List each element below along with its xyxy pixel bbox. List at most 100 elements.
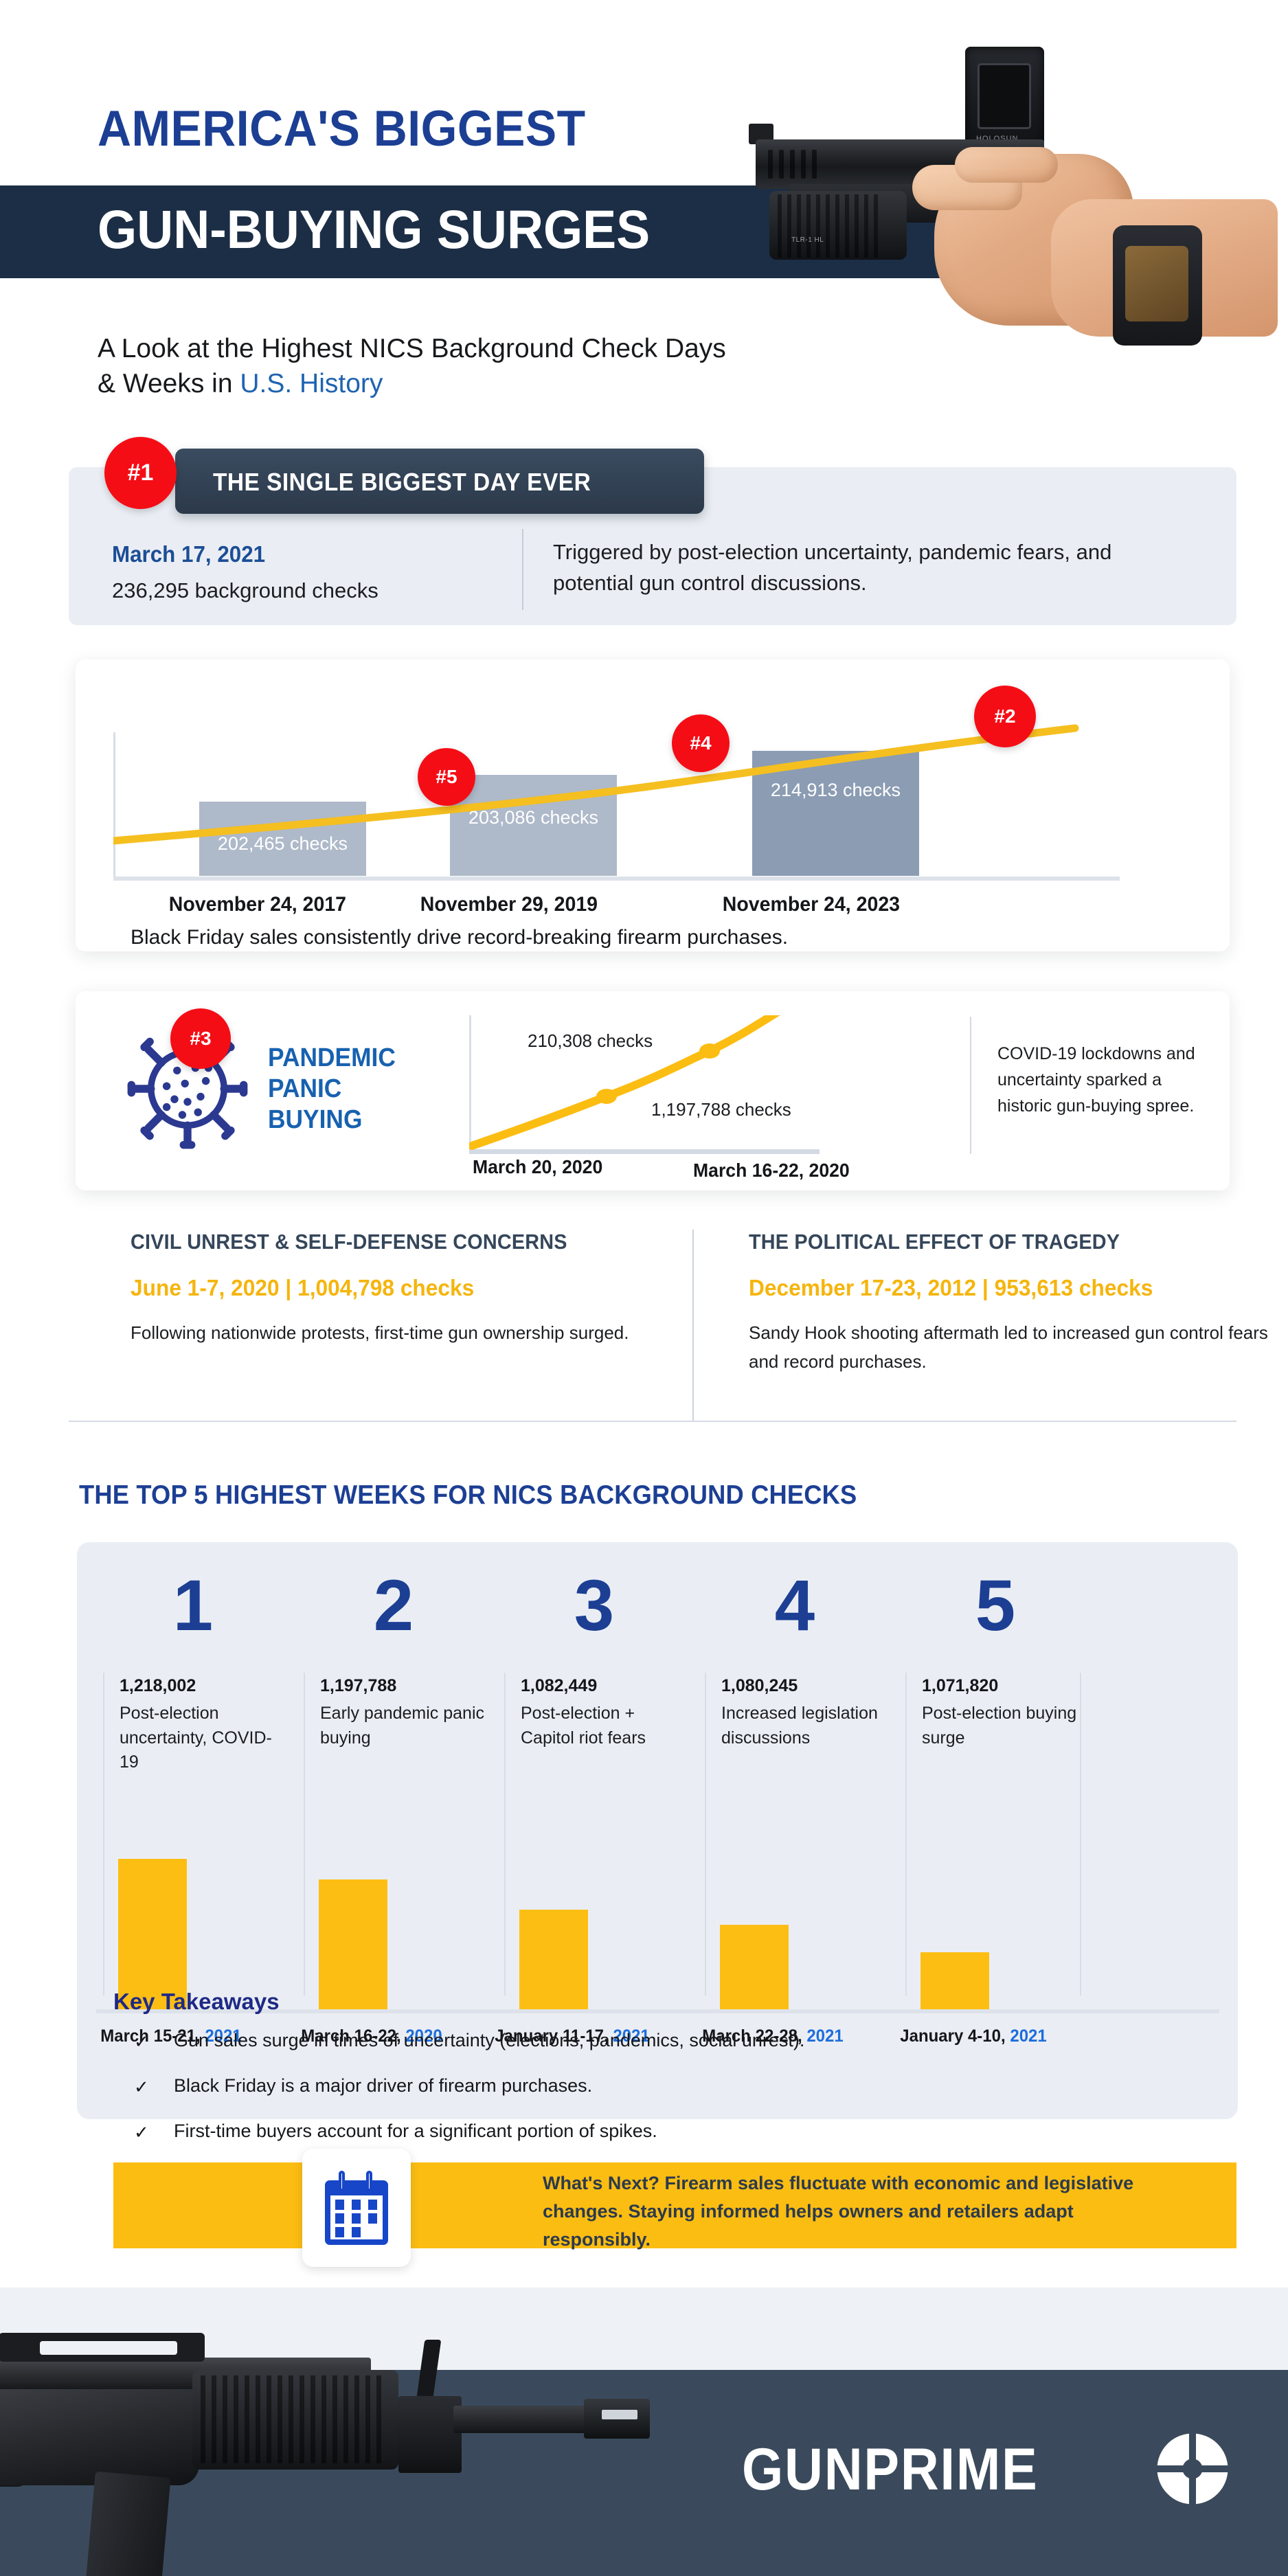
top5-number-1: 1,218,002 bbox=[120, 1676, 196, 1695]
civil-unrest-highlight: June 1-7, 2020 | 1,004,798 checks bbox=[131, 1275, 475, 1300]
top5-title: THE TOP 5 HIGHEST WEEKS FOR NICS BACKGRO… bbox=[79, 1480, 857, 1510]
top5-column-2: 2 1,197,788 Early pandemic panic buying bbox=[278, 1542, 510, 2023]
top5-number-5: 1,071,820 bbox=[922, 1676, 999, 1695]
optic-icon: HOLOSUN bbox=[965, 47, 1044, 150]
top5-panel bbox=[77, 1542, 1238, 2119]
top5-rank-5: 5 bbox=[975, 1566, 1016, 1646]
divider bbox=[304, 1673, 305, 1996]
top5-date-5: January 4-10, 2021 bbox=[862, 2026, 1085, 2046]
two-column-section: CIVIL UNREST & SELF-DEFENSE CONCERNS Jun… bbox=[69, 1230, 1268, 1443]
pandemic-description: COVID-19 lockdowns and uncertainty spark… bbox=[997, 1044, 1195, 1116]
top5-rank-4: 4 bbox=[774, 1566, 815, 1646]
check-icon: ✓ bbox=[134, 2031, 149, 2052]
top5-x-labels: March 15-21, 2021 March 16-22, 2020 Janu… bbox=[77, 2026, 1238, 2054]
date-text: March 15-21, bbox=[100, 2026, 205, 2046]
list-item: ✓ Gun sales surge in times of uncertaint… bbox=[134, 2030, 1164, 2075]
pandemic-title: PANDEMIC PANIC BUYING bbox=[268, 1043, 434, 1135]
top5-number-2: 1,197,788 bbox=[320, 1676, 397, 1695]
date-text: January 4-10, bbox=[900, 2026, 1010, 2046]
date-year: 2021 bbox=[806, 2026, 844, 2046]
light-brand-label: TLR-1 HL bbox=[791, 236, 824, 244]
top5-date-3: January 11-17, 2021 bbox=[461, 2026, 683, 2046]
x-axis bbox=[469, 1149, 820, 1154]
list-item: ✓ Black Friday is a major driver of fire… bbox=[134, 2075, 1164, 2121]
pandemic-point2-value: 1,197,788 checks bbox=[651, 1099, 791, 1120]
rifle-handguard bbox=[192, 2370, 398, 2470]
handguard-ribs bbox=[201, 2375, 390, 2463]
sight-base-block bbox=[398, 2396, 462, 2473]
date-year: 2021 bbox=[205, 2026, 242, 2046]
pandemic-line bbox=[469, 1015, 780, 1150]
watch-face bbox=[1125, 246, 1188, 321]
top5-bar-3 bbox=[519, 1910, 588, 2011]
bar-2: 214,913 checks bbox=[752, 751, 919, 876]
weapon-light-rings bbox=[778, 194, 881, 258]
rifle-carry-handle bbox=[0, 2333, 205, 2362]
trend-line bbox=[113, 724, 1079, 845]
calendar-icon bbox=[325, 2171, 388, 2245]
bar-1-value: 203,086 checks bbox=[468, 807, 599, 828]
rank-badge-1: #1 bbox=[104, 437, 177, 509]
divider bbox=[504, 1673, 506, 1996]
check-icon: ✓ bbox=[134, 2077, 149, 2097]
rifle-lower-receiver bbox=[0, 2389, 199, 2485]
top5-reason-5: Post-election buying surge bbox=[922, 1704, 1077, 1748]
bar-0-value: 202,465 checks bbox=[217, 833, 348, 854]
divider bbox=[970, 1017, 971, 1154]
calendar-ring-right bbox=[366, 2171, 372, 2189]
top5-rank-1: 1 bbox=[172, 1566, 214, 1646]
black-friday-x-labels: November 24, 2017 November 29, 2019 Nove… bbox=[113, 893, 1120, 920]
top5-rank-2: 2 bbox=[373, 1566, 414, 1646]
top5-reason-1: Post-election uncertainty, COVID-19 bbox=[120, 1704, 272, 1772]
bar-2-label: November 24, 2023 bbox=[722, 893, 901, 916]
top5-reason-4: Increased legislation discussions bbox=[721, 1704, 878, 1748]
index-finger bbox=[955, 147, 1058, 183]
black-friday-note: Black Friday sales consistently drive re… bbox=[131, 926, 789, 949]
pandemic-card bbox=[76, 991, 1230, 1190]
political-effect-heading: THE POLITICAL EFFECT OF TRAGEDY bbox=[749, 1230, 1120, 1254]
carry-handle-cutout bbox=[40, 2341, 177, 2355]
optic-lens bbox=[978, 63, 1031, 129]
biggest-day-heading: THE SINGLE BIGGEST DAY EVER bbox=[213, 468, 591, 496]
subtitle-link[interactable]: U.S. History bbox=[240, 369, 383, 399]
bar-2-value: 214,913 checks bbox=[770, 780, 901, 800]
pandemic-title-line2: PANIC BUYING bbox=[268, 1074, 363, 1134]
pandemic-point2-label: March 16-22, 2020 bbox=[692, 1160, 850, 1181]
top5-date-4: March 22-28, 2021 bbox=[662, 2026, 884, 2046]
political-effect-highlight: December 17-23, 2012 | 953,613 checks bbox=[749, 1275, 1153, 1300]
calendar-ring-left bbox=[339, 2171, 345, 2189]
rank-badge-3: #3 bbox=[170, 1008, 231, 1069]
divider bbox=[692, 1230, 694, 1421]
x-axis bbox=[113, 877, 1120, 881]
section-rule bbox=[69, 1421, 1236, 1422]
check-icon: ✓ bbox=[134, 2122, 149, 2143]
top5-bar-5 bbox=[920, 1952, 989, 2011]
top5-column-4: 4 1,080,245 Increased legislation discus… bbox=[679, 1542, 911, 2023]
key-takeaways-title: Key Takeaways bbox=[113, 1989, 280, 2014]
rifle-barrel bbox=[453, 2406, 591, 2433]
top5-rank-3: 3 bbox=[574, 1566, 615, 1646]
footer-logo[interactable]: GUNPRIME bbox=[742, 2425, 1243, 2514]
pandemic-title-line1: PANDEMIC bbox=[268, 1043, 396, 1072]
rank-badge-5: #5 bbox=[418, 748, 475, 806]
top5-reason-2: Early pandemic panic buying bbox=[320, 1704, 485, 1748]
black-friday-chart: 202,465 checks 203,086 checks 214,913 ch… bbox=[113, 732, 1120, 881]
top5-bar-1 bbox=[118, 1859, 187, 2011]
page-subtitle: A Look at the Highest NICS Background Ch… bbox=[98, 331, 743, 402]
date-text: March 16-22, bbox=[301, 2026, 406, 2046]
pandemic-chart: 210,308 checks 1,197,788 checks bbox=[469, 1015, 950, 1154]
page-title-line1: AMERICA'S BIGGEST bbox=[98, 101, 586, 157]
slide-serrations bbox=[768, 150, 826, 179]
top5-bar-2 bbox=[319, 1879, 387, 2011]
divider bbox=[1080, 1673, 1081, 1996]
takeaway-text: Black Friday is a major driver of firear… bbox=[174, 2075, 593, 2096]
biggest-day-heading-pill: THE SINGLE BIGGEST DAY EVER bbox=[175, 449, 704, 514]
political-effect-body: Sandy Hook shooting aftermath led to inc… bbox=[749, 1322, 1268, 1372]
civil-unrest-heading: CIVIL UNREST & SELF-DEFENSE CONCERNS bbox=[131, 1230, 567, 1254]
pistol-photo: HOLOSUN TLR-1 HL bbox=[728, 19, 1278, 346]
rifle-photo bbox=[0, 2301, 756, 2576]
whats-next-banner bbox=[113, 2162, 1236, 2248]
biggest-day-checks: 236,295 background checks bbox=[112, 578, 379, 602]
weapon-light bbox=[769, 191, 907, 260]
rifle-magazine bbox=[83, 2471, 171, 2576]
